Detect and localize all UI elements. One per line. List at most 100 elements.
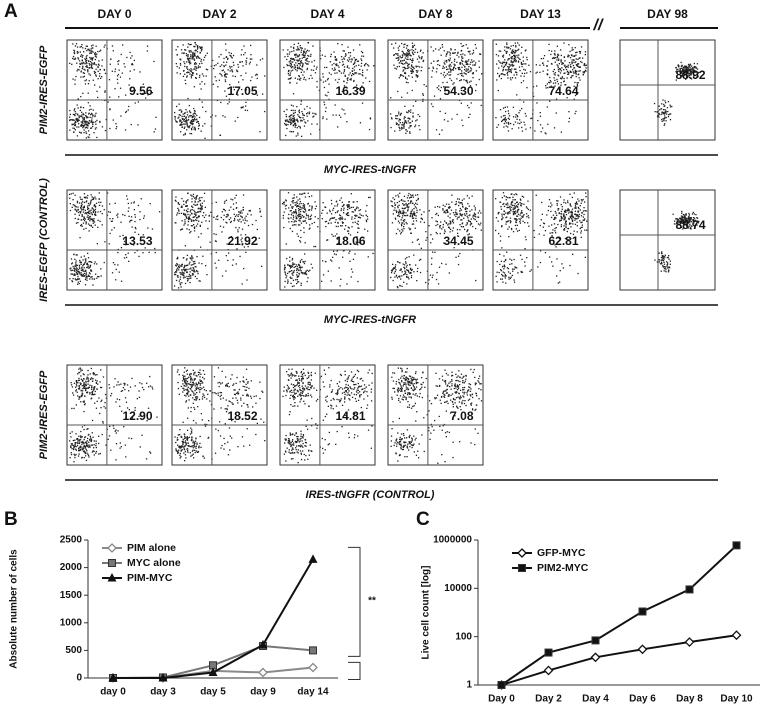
cell-dot: [195, 219, 197, 221]
cell-dot: [222, 115, 224, 117]
cell-dot: [667, 110, 669, 113]
cell-dot: [69, 119, 71, 121]
cell-dot: [358, 227, 360, 229]
cell-dot: [100, 268, 102, 270]
cell-dot: [554, 218, 556, 220]
cell-dot: [202, 106, 204, 108]
cell-dot: [303, 227, 305, 229]
cell-dot: [79, 280, 81, 282]
cell-dot: [410, 125, 412, 127]
cell-dot: [215, 201, 217, 203]
cell-dot: [560, 131, 562, 133]
cell-dot: [306, 57, 309, 60]
cell-dot: [297, 205, 299, 207]
cell-dot: [471, 59, 473, 61]
cell-dot: [559, 270, 561, 272]
cell-dot: [218, 259, 220, 261]
cell-dot: [576, 84, 578, 86]
cell-dot: [201, 208, 203, 210]
cell-dot: [184, 219, 186, 221]
cell-dot: [74, 265, 76, 268]
cell-dot: [564, 84, 566, 86]
cell-dot: [127, 109, 129, 111]
cell-dot: [84, 278, 87, 281]
cell-dot: [434, 206, 436, 208]
cell-dot: [572, 61, 574, 63]
cell-dot: [554, 244, 556, 246]
cell-dot: [402, 219, 404, 221]
cell-dot: [84, 63, 86, 65]
cell-dot: [469, 85, 472, 87]
cell-dot: [89, 261, 91, 263]
cell-dot: [448, 223, 450, 225]
cell-dot: [91, 62, 93, 64]
cell-dot: [178, 264, 180, 266]
flow-plot: 54.30: [387, 39, 484, 141]
cell-dot: [401, 275, 403, 277]
cell-dot: [412, 214, 414, 216]
cell-dot: [77, 211, 80, 214]
cell-dot: [461, 74, 463, 77]
cell-dot: [358, 216, 360, 219]
cell-dot: [187, 199, 189, 201]
cell-dot: [405, 262, 407, 264]
cell-dot: [517, 206, 519, 208]
cell-dot: [473, 218, 475, 220]
cell-dot: [396, 115, 398, 117]
cell-dot: [511, 61, 514, 63]
cell-dot: [178, 266, 180, 268]
cell-dot: [180, 272, 182, 274]
cell-dot: [465, 61, 467, 63]
cell-dot: [304, 253, 306, 255]
cell-dot: [661, 108, 663, 110]
cell-dot: [457, 255, 460, 257]
cell-dot: [691, 68, 693, 70]
cell-dot: [299, 240, 301, 242]
cell-dot: [348, 52, 350, 54]
cell-dot: [231, 264, 234, 266]
cell-dot: [561, 76, 564, 78]
cell-dot: [124, 66, 126, 68]
cell-dot: [583, 64, 585, 66]
cell-dot: [523, 203, 525, 205]
cell-dot: [496, 271, 498, 273]
cell-dot: [122, 44, 124, 46]
cell-dot: [539, 224, 541, 227]
cell-dot: [205, 214, 207, 216]
cell-dot: [308, 77, 310, 80]
cell-dot: [407, 120, 409, 122]
cell-dot: [523, 121, 525, 123]
cell-dot: [501, 215, 503, 217]
cell-dot: [189, 275, 191, 277]
cell-dot: [346, 78, 348, 80]
cell-dot: [294, 109, 296, 112]
cell-dot: [247, 224, 250, 227]
cell-dot: [503, 264, 505, 266]
cell-dot: [551, 224, 553, 226]
cell-dot: [471, 195, 473, 197]
cell-dot: [293, 224, 295, 226]
cell-dot: [512, 44, 514, 47]
cell-dot: [283, 122, 286, 125]
cell-dot: [71, 263, 73, 265]
cell-dot: [84, 261, 87, 263]
cell-dot: [222, 219, 225, 221]
cell-dot: [181, 117, 183, 120]
cell-dot: [368, 196, 370, 199]
cell-dot: [188, 229, 190, 231]
cell-dot: [290, 77, 292, 79]
cell-dot: [321, 218, 323, 220]
cell-dot: [194, 46, 196, 48]
cell-dot: [291, 131, 293, 133]
cell-dot: [520, 205, 522, 207]
cell-dot: [403, 281, 405, 283]
cell-dot: [256, 74, 258, 76]
cell-dot: [513, 64, 515, 67]
cell-dot: [189, 271, 191, 273]
cell-dot: [571, 59, 573, 61]
cell-dot: [555, 217, 557, 219]
cell-dot: [308, 209, 311, 211]
cell-dot: [390, 126, 392, 129]
cell-dot: [451, 194, 453, 196]
cell-dot: [194, 266, 196, 268]
